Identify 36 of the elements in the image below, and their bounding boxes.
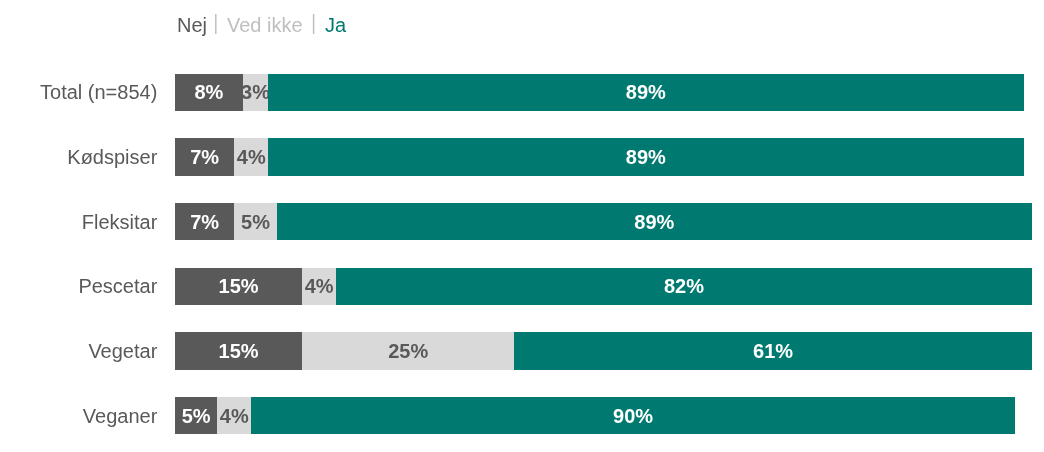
bar bbox=[268, 73, 1024, 112]
bar bbox=[514, 332, 1032, 370]
series-label: Ja bbox=[325, 14, 347, 36]
series-label: Nej bbox=[177, 14, 208, 36]
data-label: 8% bbox=[194, 81, 224, 104]
data-label: 4% bbox=[236, 146, 266, 168]
data-label: 4% bbox=[304, 275, 334, 298]
data-label: 89% bbox=[634, 210, 675, 233]
data-label: 89% bbox=[625, 81, 667, 104]
data-label: 90% bbox=[613, 404, 654, 427]
data-label: 7% bbox=[190, 146, 220, 168]
bar bbox=[302, 332, 515, 370]
data-label: 15% bbox=[218, 275, 259, 298]
bar bbox=[175, 332, 303, 370]
bar bbox=[175, 267, 303, 306]
y-tick-label: Total (n=854) bbox=[40, 81, 174, 104]
bar bbox=[336, 267, 1032, 306]
y-tick-label: Veganer bbox=[82, 404, 174, 427]
bar bbox=[268, 138, 1024, 176]
data-label: 82% bbox=[663, 275, 705, 298]
data-label: 5% bbox=[241, 210, 271, 233]
data-label: 4% bbox=[219, 404, 249, 427]
text: Ved ikke bbox=[227, 14, 303, 36]
data-label: 15% bbox=[218, 340, 259, 362]
y-tick-label: Fleksitar bbox=[81, 210, 174, 233]
data-label: 5% bbox=[181, 404, 211, 427]
data-label: 7% bbox=[190, 210, 220, 233]
bar bbox=[175, 138, 235, 176]
y-tick-label: Pescetar bbox=[78, 275, 174, 298]
bar bbox=[276, 202, 1032, 241]
y-tick-label: Kødspiser bbox=[67, 146, 174, 168]
data-label: 61% bbox=[753, 340, 794, 362]
data-label: 89% bbox=[625, 146, 667, 168]
data-label: 25% bbox=[388, 340, 429, 362]
bar bbox=[251, 396, 1016, 435]
y-tick-label: Vegetar bbox=[88, 340, 174, 362]
